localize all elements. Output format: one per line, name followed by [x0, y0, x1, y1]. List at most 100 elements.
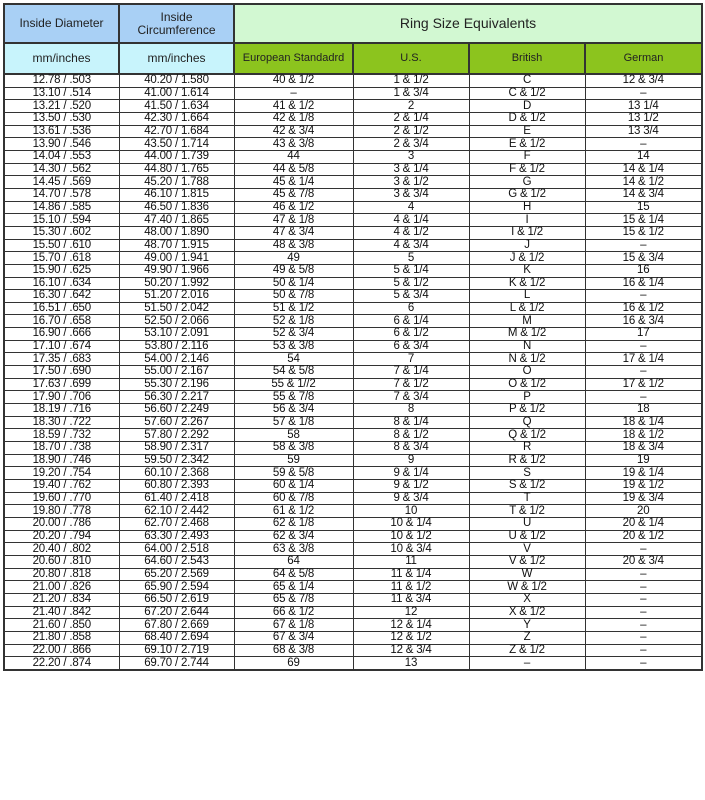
- table-row: 21.00 / .826 65.90 / 2.594 65 & 1/4 11 & 1/…: [3, 580, 703, 594]
- british-cell: Q: [468, 415, 586, 430]
- european-cell: 47 & 1/8: [233, 213, 354, 227]
- circumference-cell: 46.10 / 1.815: [118, 187, 235, 202]
- us-cell: 8 & 1/2: [352, 428, 470, 443]
- diameter-cell: 18.30 / .722: [3, 415, 120, 430]
- table-row: 20.20 / .794 63.30 / 2.493 62 & 3/4 10 & 1/…: [3, 529, 703, 544]
- british-cell: J & 1/2: [468, 251, 586, 265]
- diameter-cell: 13.61 / .536: [3, 124, 120, 139]
- diameter-cell: 16.51 / .650: [3, 301, 120, 316]
- us-cell: 12 & 3/4: [352, 643, 470, 658]
- us-cell: 1 & 1/2: [352, 72, 470, 88]
- table-row: 16.30 / .642 51.20 / 2.016 50 & 7/8 5 & 3/4…: [3, 289, 703, 303]
- table-row: 18.90 / .746 59.50 / 2.342 59 9 R & 1/2 19: [3, 453, 703, 468]
- british-cell: V: [468, 542, 586, 556]
- table-row: 18.59 / .732 57.80 / 2.292 58 8 & 1/2 Q & 1/…: [3, 428, 703, 443]
- table-row: 19.40 / .762 60.80 / 2.393 60 & 1/4 9 & 1/2…: [3, 479, 703, 493]
- table-row: 14.70 / .578 46.10 / 1.815 45 & 7/8 3 & 3/4…: [3, 187, 703, 202]
- us-cell: 11 & 3/4: [352, 592, 470, 607]
- british-cell: Q & 1/2: [468, 428, 586, 443]
- diameter-cell: 14.45 / .569: [3, 175, 120, 189]
- european-cell: 66 & 1/2: [233, 605, 354, 620]
- us-cell: 1 & 3/4: [352, 86, 470, 101]
- european-cell: 59 & 5/8: [233, 466, 354, 480]
- table-row: 15.50 / .610 48.70 / 1.915 48 & 3/8 4 & 3/4…: [3, 238, 703, 253]
- circumference-cell: 64.00 / 2.518: [118, 542, 235, 556]
- diameter-cell: 13.50 / .530: [3, 111, 120, 126]
- diameter-cell: 20.00 / .786: [3, 516, 120, 531]
- european-cell: 49: [233, 251, 354, 265]
- circumference-cell: 52.50 / 2.066: [118, 314, 235, 329]
- british-cell: F: [468, 149, 586, 164]
- table-row: 15.30 / .602 48.00 / 1.890 47 & 3/4 4 & 1/2…: [3, 225, 703, 240]
- european-cell: 47 & 3/4: [233, 225, 354, 240]
- british-cell: W: [468, 567, 586, 582]
- european-cell: 49 & 5/8: [233, 263, 354, 278]
- table-row: 20.60 / .810 64.60 / 2.543 64 11 V & 1/2 20 &…: [3, 554, 703, 569]
- european-cell: 45 & 1/4: [233, 175, 354, 189]
- german-cell: –: [584, 618, 703, 632]
- diameter-cell: 17.35 / .683: [3, 352, 120, 367]
- header-inside-diameter: Inside Diameter: [3, 3, 120, 44]
- european-cell: 45 & 7/8: [233, 187, 354, 202]
- circumference-cell: 48.00 / 1.890: [118, 225, 235, 240]
- german-cell: 19: [584, 453, 703, 468]
- british-cell: G & 1/2: [468, 187, 586, 202]
- table-row: 20.00 / .786 62.70 / 2.468 62 & 1/8 10 & 1/…: [3, 516, 703, 531]
- us-cell: 3 & 3/4: [352, 187, 470, 202]
- british-cell: C & 1/2: [468, 86, 586, 101]
- table-row: 12.78 / .503 40.20 / 1.580 40 & 1/2 1 & 1/2…: [3, 72, 703, 88]
- british-cell: K: [468, 263, 586, 278]
- german-cell: 15 & 3/4: [584, 251, 703, 265]
- european-cell: 54 & 5/8: [233, 365, 354, 379]
- table-row: 16.70 / .658 52.50 / 2.066 52 & 1/8 6 & 1/4…: [3, 314, 703, 329]
- german-cell: 18 & 1/2: [584, 428, 703, 443]
- circumference-cell: 66.50 / 2.619: [118, 592, 235, 607]
- british-cell: R: [468, 441, 586, 455]
- german-cell: 14 & 1/4: [584, 162, 703, 177]
- german-cell: –: [584, 605, 703, 620]
- table-row: 17.50 / .690 55.00 / 2.167 54 & 5/8 7 & 1/4…: [3, 365, 703, 379]
- table-row: 17.90 / .706 56.30 / 2.217 55 & 7/8 7 & 3/4…: [3, 390, 703, 405]
- european-cell: 53 & 3/8: [233, 339, 354, 354]
- german-cell: 20: [584, 504, 703, 518]
- us-cell: 7 & 3/4: [352, 390, 470, 405]
- us-cell: 4 & 1/4: [352, 213, 470, 227]
- british-cell: N: [468, 339, 586, 354]
- german-cell: 16: [584, 263, 703, 278]
- circumference-cell: 49.90 / 1.966: [118, 263, 235, 278]
- german-cell: 15: [584, 200, 703, 215]
- german-cell: 19 & 1/2: [584, 479, 703, 493]
- table-row: 21.60 / .850 67.80 / 2.669 67 & 1/8 12 & 1/…: [3, 618, 703, 632]
- european-cell: 51 & 1/2: [233, 301, 354, 316]
- diameter-cell: 22.20 / .874: [3, 656, 120, 671]
- us-cell: 10: [352, 504, 470, 518]
- european-cell: 65 & 7/8: [233, 592, 354, 607]
- us-cell: 4 & 3/4: [352, 238, 470, 253]
- german-cell: –: [584, 542, 703, 556]
- diameter-cell: 19.20 / .754: [3, 466, 120, 480]
- table-row: 21.40 / .842 67.20 / 2.644 66 & 1/2 12 X & 1…: [3, 605, 703, 620]
- us-cell: 9 & 1/4: [352, 466, 470, 480]
- german-cell: –: [584, 630, 703, 645]
- diameter-cell: 18.19 / .716: [3, 403, 120, 417]
- us-cell: 9: [352, 453, 470, 468]
- diameter-cell: 14.86 / .585: [3, 200, 120, 215]
- circumference-cell: 59.50 / 2.342: [118, 453, 235, 468]
- diameter-cell: 18.70 / .738: [3, 441, 120, 455]
- header-european: European Standadrd: [233, 42, 354, 75]
- european-cell: 55 & 1//2: [233, 377, 354, 392]
- british-cell: X & 1/2: [468, 605, 586, 620]
- german-cell: 14: [584, 149, 703, 164]
- german-cell: –: [584, 238, 703, 253]
- diameter-cell: 14.30 / .562: [3, 162, 120, 177]
- german-cell: 15 & 1/4: [584, 213, 703, 227]
- circumference-cell: 64.60 / 2.543: [118, 554, 235, 569]
- german-cell: –: [584, 137, 703, 151]
- us-cell: 3 & 1/4: [352, 162, 470, 177]
- us-cell: 4 & 1/2: [352, 225, 470, 240]
- german-cell: 17 & 1/4: [584, 352, 703, 367]
- us-cell: 2 & 1/4: [352, 111, 470, 126]
- european-cell: 68 & 3/8: [233, 643, 354, 658]
- british-cell: P: [468, 390, 586, 405]
- european-cell: 61 & 1/2: [233, 504, 354, 518]
